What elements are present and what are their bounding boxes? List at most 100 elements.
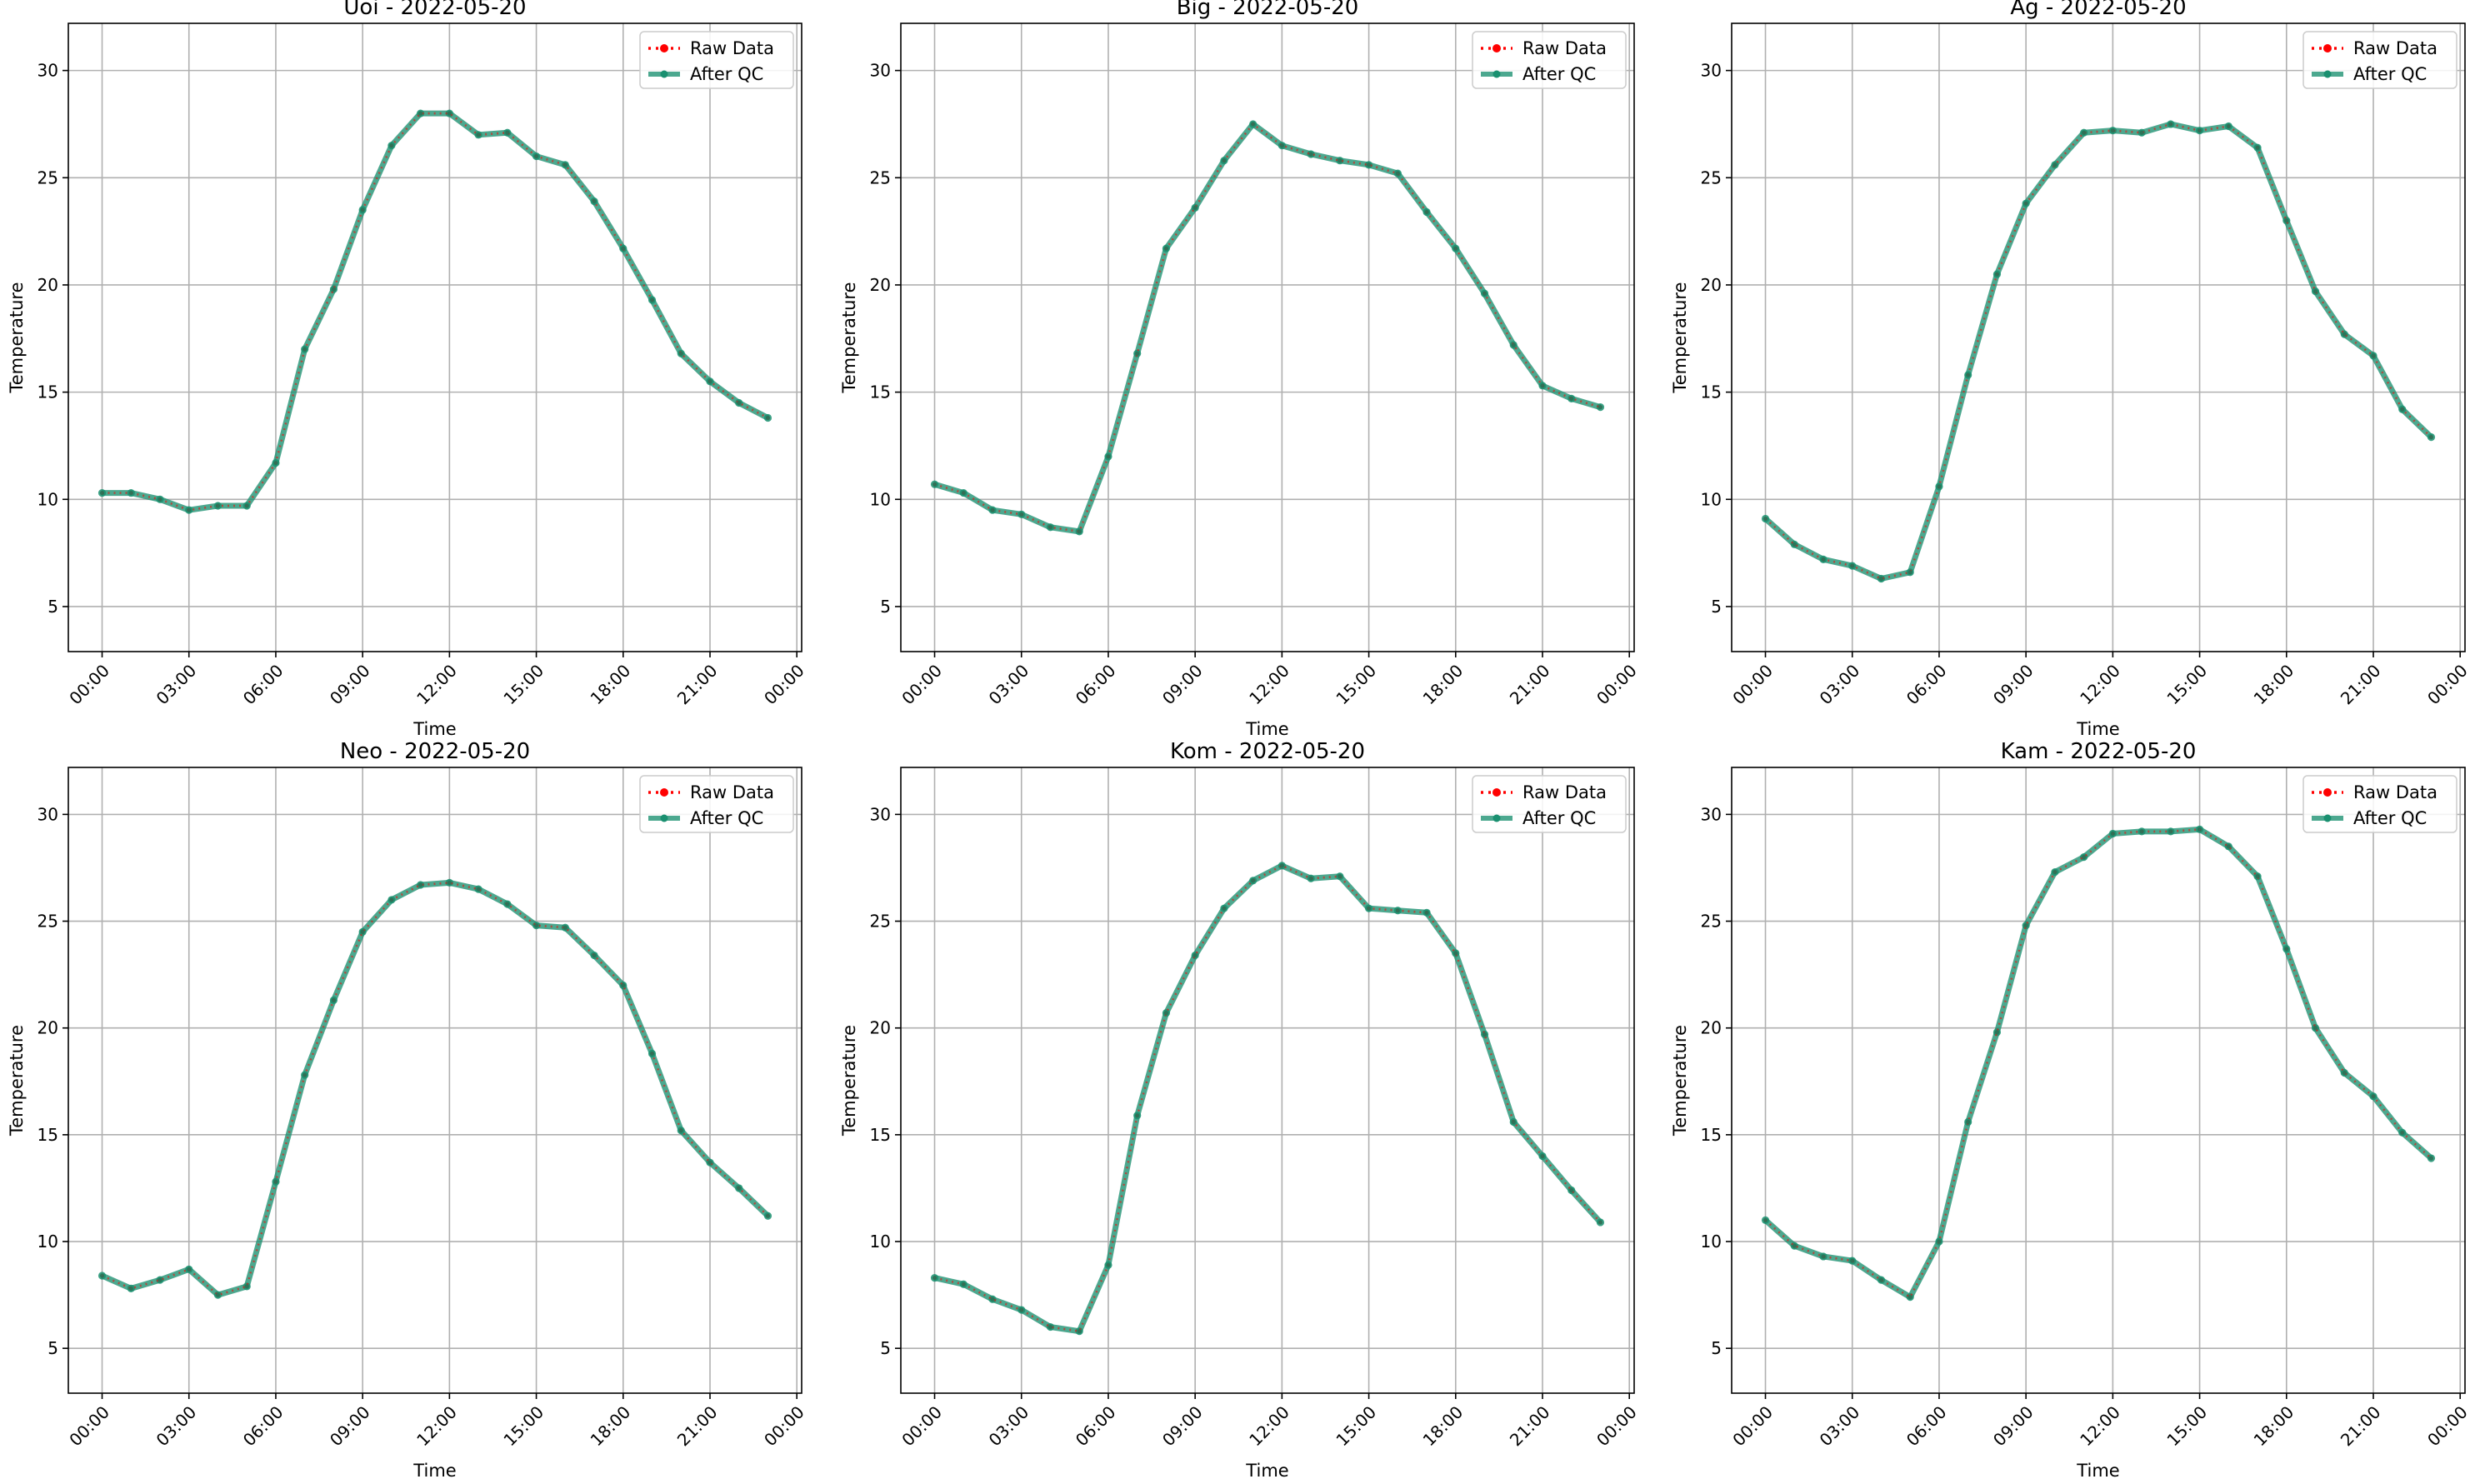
- raw-data-point: [1540, 1153, 1545, 1159]
- x-tick-label: 15:00: [2162, 661, 2211, 709]
- after-qc-line: [1763, 121, 2433, 582]
- y-tick-label: 5: [48, 1338, 58, 1358]
- raw-data-point: [1569, 396, 1574, 401]
- raw-data-point: [447, 111, 452, 116]
- y-tick-label: 20: [870, 275, 891, 295]
- raw-data-point: [2312, 289, 2318, 294]
- y-tick-label: 30: [870, 61, 891, 81]
- legend-label: After QC: [690, 808, 763, 828]
- y-tick-label: 5: [48, 597, 58, 617]
- raw-data-point: [2082, 130, 2087, 135]
- legend: Raw Data After QC: [2302, 31, 2458, 89]
- raw-data-point: [2284, 947, 2289, 952]
- raw-data-point: [2255, 874, 2260, 879]
- y-tick-label: 5: [1711, 597, 1722, 617]
- raw-data-point: [932, 482, 938, 487]
- y-tick-label: 15: [1701, 1125, 1722, 1145]
- raw-data-point: [1994, 272, 2000, 277]
- raw-data-point: [244, 1284, 249, 1289]
- x-tick-label: 18:00: [2250, 1402, 2298, 1451]
- raw-data-point: [1251, 122, 1256, 127]
- series-after-qc: [930, 120, 1605, 536]
- x-tick-label: 00:00: [1728, 1402, 1777, 1451]
- raw-data-point: [765, 415, 771, 421]
- raw-data-point: [418, 882, 423, 887]
- raw-data-point: [932, 1275, 938, 1281]
- subplot-4: 00:00 03:00 06:00 09:00 12:00 15:00 18:00 21:00…: [839, 739, 1641, 1481]
- x-axis-label: Time: [2076, 1461, 2119, 1481]
- y-tick-label: 25: [1701, 912, 1722, 932]
- after-qc-line: [101, 879, 770, 1298]
- raw-data-point: [1453, 951, 1458, 956]
- x-tick-label: 00:00: [898, 1402, 946, 1451]
- series-after-qc: [930, 862, 1605, 1336]
- raw-data-point: [1163, 246, 1169, 251]
- raw-data-point: [562, 162, 568, 167]
- raw-data-point: [128, 1286, 133, 1292]
- x-tick-label: 00:00: [760, 1402, 808, 1451]
- x-tick-label: 00:00: [898, 661, 946, 709]
- raw-data-point: [1792, 1243, 1797, 1248]
- axis-ticks: 00:00 03:00 06:00 09:00 12:00 15:00 18:00 21:00…: [1701, 23, 2472, 708]
- raw-data-point: [1966, 1119, 1971, 1125]
- raw-data-point: [1106, 454, 1111, 459]
- y-tick-label: 10: [1701, 489, 1722, 509]
- raw-data-point: [2110, 831, 2115, 837]
- raw-data-line: [1764, 828, 2432, 1299]
- after-qc-line: [933, 121, 1602, 535]
- subplot-5: 00:00 03:00 06:00 09:00 12:00 15:00 18:00 21:00…: [1670, 739, 2472, 1481]
- x-tick-label: 12:00: [412, 1402, 461, 1451]
- legend: Raw Data After QC: [1472, 31, 1627, 89]
- y-tick-label: 10: [870, 1232, 891, 1252]
- legend-label: Raw Data: [1522, 38, 1607, 58]
- x-tick-label: 15:00: [2162, 1402, 2211, 1451]
- x-tick-label: 09:00: [326, 661, 374, 709]
- raw-data-point: [2428, 1156, 2434, 1161]
- raw-data-point: [215, 503, 221, 508]
- legend-label: After QC: [1522, 808, 1596, 828]
- raw-data-point: [331, 287, 337, 292]
- legend: Raw Data After QC: [2302, 775, 2458, 833]
- y-tick-label: 15: [870, 382, 891, 402]
- x-tick-label: 00:00: [1592, 661, 1641, 709]
- subplot-title: Uoi - 2022-05-20: [343, 0, 526, 20]
- y-tick-label: 10: [870, 489, 891, 509]
- x-tick-label: 15:00: [499, 661, 548, 709]
- x-tick-label: 09:00: [1158, 1402, 1207, 1451]
- raw-data-point: [1077, 529, 1082, 534]
- x-axis-label: Time: [412, 1461, 456, 1481]
- x-tick-label: 06:00: [1072, 661, 1120, 709]
- x-tick-label: 06:00: [239, 661, 288, 709]
- y-tick-label: 20: [38, 1018, 58, 1038]
- legend: Raw Data After QC: [1472, 775, 1627, 833]
- raw-data-point: [765, 1213, 771, 1218]
- series-raw-data: [932, 122, 1603, 534]
- legend: Raw Data After QC: [639, 31, 794, 89]
- raw-data-point: [1251, 878, 1256, 883]
- y-tick-label: 30: [38, 61, 58, 81]
- raw-data-point: [1308, 152, 1313, 157]
- subplot-title: Big - 2022-05-20: [1177, 0, 1359, 20]
- y-tick-label: 10: [38, 1232, 58, 1252]
- raw-data-point: [737, 1186, 742, 1191]
- subplot-title: Kam - 2022-05-20: [2001, 739, 2197, 764]
- x-tick-label: 21:00: [2337, 661, 2385, 709]
- raw-data-point: [2342, 1070, 2347, 1076]
- x-tick-label: 12:00: [1245, 661, 1293, 709]
- raw-data-point: [990, 507, 995, 512]
- series-after-qc: [98, 878, 772, 1299]
- x-tick-label: 09:00: [326, 1402, 374, 1451]
- raw-data-line: [934, 122, 1601, 533]
- raw-data-point: [1222, 158, 1227, 163]
- legend-raw-marker: [1492, 44, 1501, 52]
- raw-data-point: [1106, 1262, 1111, 1267]
- x-tick-label: 03:00: [152, 1402, 201, 1451]
- series-raw-data: [932, 863, 1603, 1334]
- y-axis-label: Temperature: [7, 1025, 27, 1137]
- raw-data-point: [360, 207, 365, 212]
- y-tick-label: 30: [1701, 61, 1722, 81]
- x-tick-label: 18:00: [1419, 661, 1468, 709]
- raw-data-point: [1821, 557, 1826, 562]
- raw-data-point: [1019, 512, 1024, 517]
- x-tick-label: 12:00: [1245, 1402, 1293, 1451]
